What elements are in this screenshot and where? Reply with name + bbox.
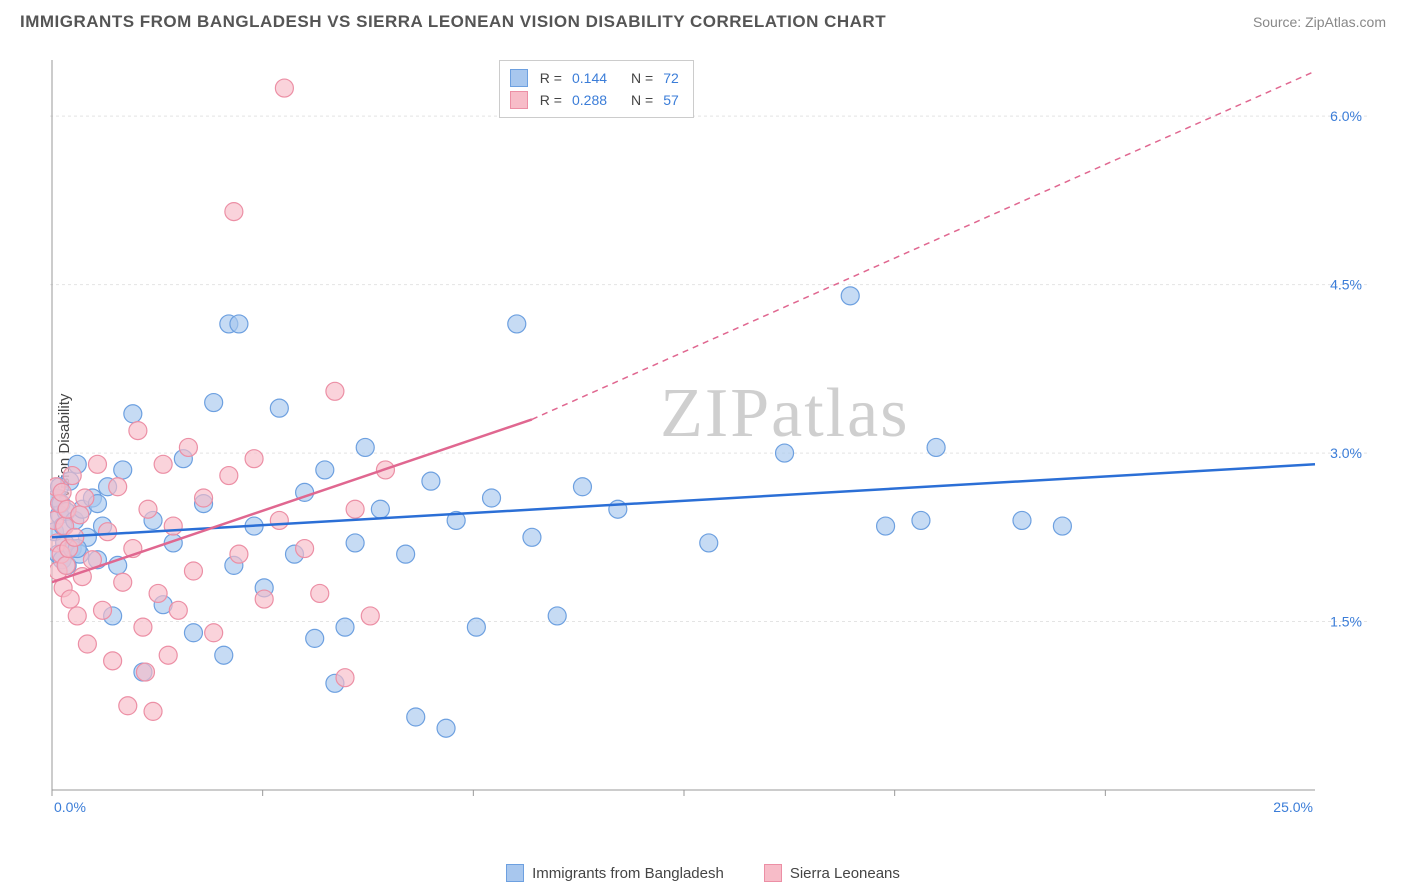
source-name: ZipAtlas.com bbox=[1305, 14, 1386, 30]
header: IMMIGRANTS FROM BANGLADESH VS SIERRA LEO… bbox=[0, 0, 1406, 40]
legend-swatch bbox=[506, 864, 524, 882]
page-title: IMMIGRANTS FROM BANGLADESH VS SIERRA LEO… bbox=[20, 12, 886, 32]
legend-row: R = 0.288 N = 57 bbox=[510, 89, 683, 111]
legend-r-value: 0.144 bbox=[572, 67, 607, 89]
legend-n-label: N = bbox=[631, 89, 653, 111]
series-legend: Immigrants from Bangladesh Sierra Leonean… bbox=[0, 864, 1406, 882]
series-label: Sierra Leoneans bbox=[790, 865, 900, 882]
correlation-legend: R = 0.144 N = 72 R = 0.288 N = 57 bbox=[499, 60, 694, 118]
series-label: Immigrants from Bangladesh bbox=[532, 865, 724, 882]
source-prefix: Source: bbox=[1253, 14, 1305, 30]
legend-n-label: N = bbox=[631, 67, 653, 89]
legend-swatch bbox=[510, 69, 528, 87]
legend-r-value: 0.288 bbox=[572, 89, 607, 111]
svg-text:1.5%: 1.5% bbox=[1330, 614, 1362, 630]
svg-text:0.0%: 0.0% bbox=[54, 799, 86, 815]
legend-n-value: 57 bbox=[663, 89, 679, 111]
series-legend-item: Sierra Leoneans bbox=[764, 864, 900, 882]
legend-swatch bbox=[764, 864, 782, 882]
scatter-chart: 1.5% 3.0% 4.5% 6.0% 0.0% 25.0% bbox=[50, 50, 1370, 820]
chart-area: 1.5%3.0%4.5%6.0%0.0%25.0% ZIPatlas R =0.… bbox=[50, 50, 1386, 842]
legend-r-label: R = bbox=[540, 89, 562, 111]
svg-text:25.0%: 25.0% bbox=[1273, 799, 1313, 815]
svg-text:4.5%: 4.5% bbox=[1330, 277, 1362, 293]
series-legend-item: Immigrants from Bangladesh bbox=[506, 864, 724, 882]
svg-text:6.0%: 6.0% bbox=[1330, 108, 1362, 124]
legend-r-label: R = bbox=[540, 67, 562, 89]
legend-swatch bbox=[510, 91, 528, 109]
legend-n-value: 72 bbox=[663, 67, 679, 89]
source-attribution: Source: ZipAtlas.com bbox=[1253, 14, 1386, 30]
svg-text:3.0%: 3.0% bbox=[1330, 445, 1362, 461]
legend-row: R = 0.144 N = 72 bbox=[510, 67, 683, 89]
